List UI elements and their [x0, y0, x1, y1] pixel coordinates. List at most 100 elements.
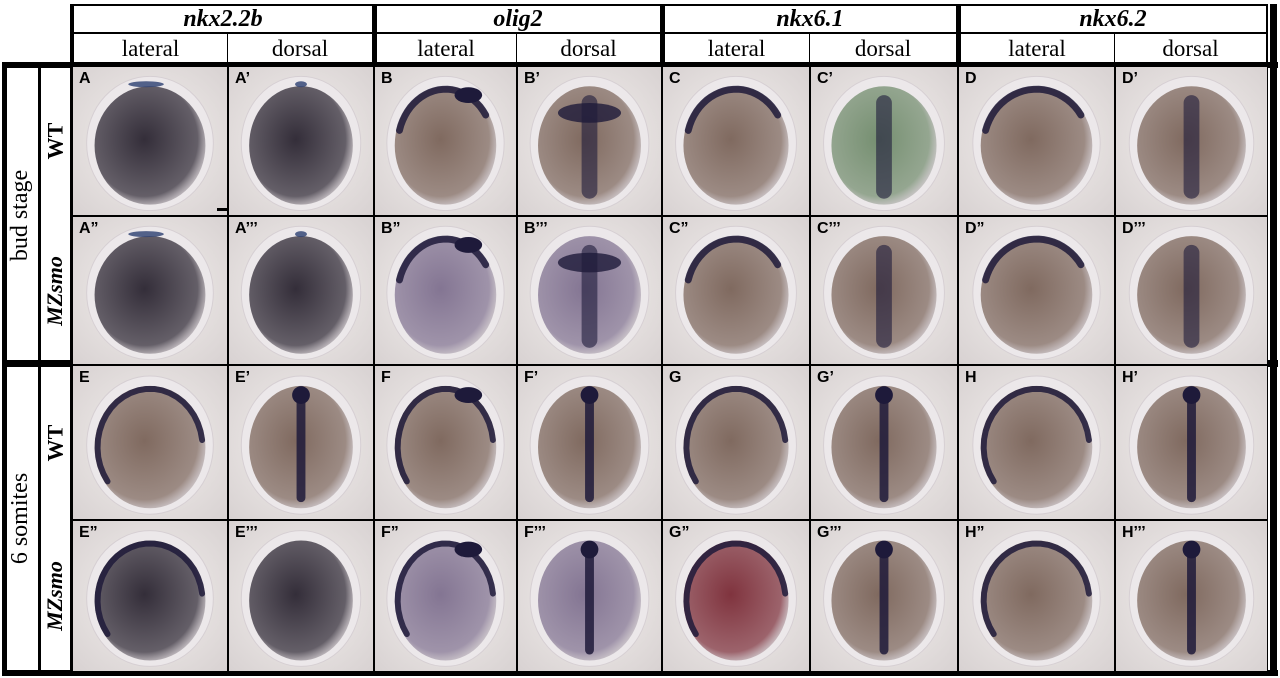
figure-panel: H” — [958, 520, 1115, 672]
genotype-label-text: MZsmo — [42, 255, 67, 326]
figure-panel: A” — [72, 216, 228, 365]
stage-label-text: 6 somites — [7, 472, 34, 565]
panel-label: A — [79, 70, 91, 87]
panel-label: H — [965, 369, 977, 386]
figure-panel: A’’’ — [228, 216, 374, 365]
panel-label: F — [381, 369, 391, 386]
embryo-image — [375, 217, 516, 364]
panel-label: B — [381, 70, 393, 87]
panel-label: D — [965, 70, 977, 87]
stage-label: 6 somites — [4, 365, 38, 672]
figure-panel: F’’’ — [517, 520, 662, 672]
stage-label-text: bud stage — [7, 169, 34, 262]
embryo-image — [959, 366, 1114, 519]
divider-bottom — [2, 670, 1278, 676]
panel-label: H’ — [1122, 369, 1138, 386]
panel-label: C’ — [817, 70, 833, 87]
embryo-image — [1116, 521, 1267, 671]
panel-label: F’ — [524, 369, 539, 386]
view-header-dorsal: dorsal — [810, 34, 958, 64]
genotype-label: MZsmo — [40, 520, 70, 672]
view-header-lateral: lateral — [374, 34, 517, 64]
gene-header-olig2: olig2 — [374, 4, 662, 34]
panel-label: G — [669, 369, 682, 386]
figure-panel: B’’’ — [517, 216, 662, 365]
figure-panel: B” — [374, 216, 517, 365]
panel-label: G” — [669, 524, 690, 541]
panel-label: A’ — [235, 70, 251, 87]
figure-panel: G” — [662, 520, 810, 672]
figure-panel: C’ — [810, 66, 958, 216]
figure-panel: F” — [374, 520, 517, 672]
embryo-image — [375, 366, 516, 519]
panel-label: C” — [669, 220, 689, 237]
view-header-dorsal: dorsal — [228, 34, 374, 64]
embryo-image — [663, 366, 809, 519]
view-header-lateral: lateral — [72, 34, 228, 64]
genotype-label-text: MZsmo — [42, 561, 67, 631]
figure-panel: D’ — [1115, 66, 1268, 216]
view-header-dorsal: dorsal — [1115, 34, 1268, 64]
panel-label: F” — [381, 524, 399, 541]
panel-label: E’’’ — [235, 524, 258, 541]
embryo-image — [1116, 67, 1267, 215]
embryo-image — [959, 521, 1114, 671]
divider-stage-col — [38, 62, 41, 676]
figure-panel: D — [958, 66, 1115, 216]
embryo-image — [518, 67, 661, 215]
embryo-image — [518, 366, 661, 519]
divider-top — [2, 62, 1278, 68]
figure-panel: E’’’ — [228, 520, 374, 672]
panel-label: C’’’ — [817, 220, 841, 237]
embryo-image — [375, 67, 516, 215]
genotype-label-text: WT — [42, 424, 67, 461]
panel-label: B” — [381, 220, 401, 237]
figure-panel: E — [72, 365, 228, 520]
view-header-lateral: lateral — [662, 34, 810, 64]
figure-panel: E’ — [228, 365, 374, 520]
genotype-label: MZsmo — [40, 216, 70, 365]
panel-label: H’’’ — [1122, 524, 1146, 541]
embryo-image — [811, 366, 957, 519]
embryo-image — [229, 67, 373, 215]
figure-panel: C’’’ — [810, 216, 958, 365]
panel-label: E” — [79, 524, 98, 541]
figure-panel: A’ — [228, 66, 374, 216]
embryo-image — [73, 67, 227, 215]
embryo-image — [663, 521, 809, 671]
figure-panel: B’ — [517, 66, 662, 216]
figure-panel: F’ — [517, 365, 662, 520]
figure-panel: C — [662, 66, 810, 216]
embryo-image — [1116, 217, 1267, 364]
panel-label: G’ — [817, 369, 834, 386]
panel-label: E — [79, 369, 90, 386]
genotype-label: WT — [40, 365, 70, 520]
embryo-image — [959, 217, 1114, 364]
figure-panel: C” — [662, 216, 810, 365]
genotype-label-text: WT — [42, 122, 67, 160]
gene-header-nkx2-2b: nkx2.2b — [72, 4, 374, 34]
panel-label: A’’’ — [235, 220, 258, 237]
figure-panel: D” — [958, 216, 1115, 365]
figure-panel: H — [958, 365, 1115, 520]
panel-label: E’ — [235, 369, 251, 386]
figure-panel: H’ — [1115, 365, 1268, 520]
panel-label: D’’’ — [1122, 220, 1146, 237]
figure-panel: H’’’ — [1115, 520, 1268, 672]
embryo-image — [811, 521, 957, 671]
embryo-image — [229, 366, 373, 519]
figure-panel: G’ — [810, 365, 958, 520]
embryo-image — [663, 217, 809, 364]
view-header-lateral: lateral — [958, 34, 1115, 64]
panel-label: C — [669, 70, 681, 87]
embryo-image — [229, 521, 373, 671]
divider-right — [1270, 4, 1277, 676]
embryo-image — [811, 217, 957, 364]
genotype-label: WT — [40, 66, 70, 216]
figure-panel: E” — [72, 520, 228, 672]
view-header-dorsal: dorsal — [517, 34, 662, 64]
embryo-image — [663, 67, 809, 215]
figure-panel: F — [374, 365, 517, 520]
embryo-image — [518, 217, 661, 364]
embryo-image — [73, 521, 227, 671]
